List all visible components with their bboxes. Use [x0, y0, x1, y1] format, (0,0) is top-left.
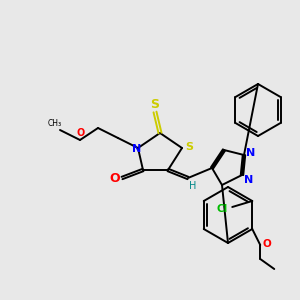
- Text: S: S: [151, 98, 160, 112]
- Text: O: O: [77, 128, 85, 138]
- Text: H: H: [189, 181, 197, 191]
- Text: N: N: [244, 175, 253, 185]
- Text: N: N: [246, 148, 256, 158]
- Text: O: O: [263, 239, 272, 249]
- Text: S: S: [185, 142, 193, 152]
- Text: O: O: [110, 172, 120, 185]
- Text: N: N: [132, 144, 142, 154]
- Text: Cl: Cl: [217, 204, 228, 214]
- Text: CH₃: CH₃: [48, 119, 62, 128]
